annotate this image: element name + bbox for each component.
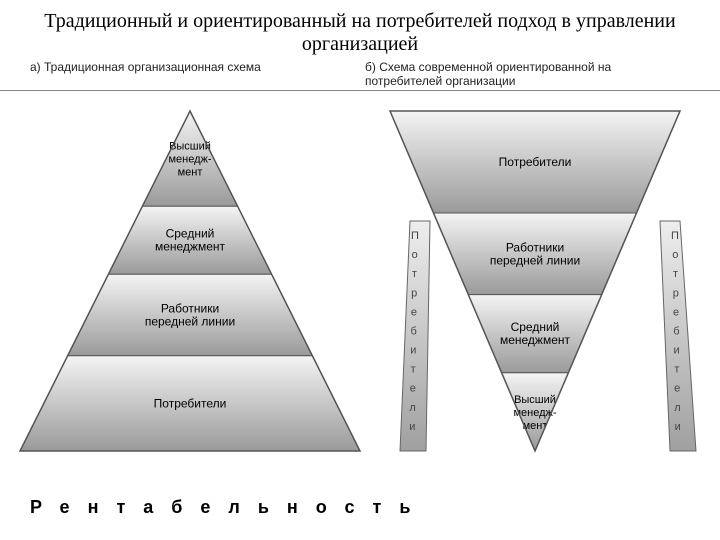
pyramid-a-level-1-label: Средний (166, 227, 215, 241)
pyramid-a-level-2-label: Работники (161, 302, 219, 316)
pyramid-a-level-0-label: менедж- (168, 154, 211, 166)
subtitle-row: а) Традиционная организационная схема б)… (0, 60, 720, 90)
diagram-area: Высшийменедж-ментСреднийменеджментРаботн… (0, 90, 720, 491)
diagram-svg: Высшийменедж-ментСреднийменеджментРаботн… (0, 91, 720, 491)
side-bar-right-char-6: и (674, 345, 683, 357)
side-bar-right-char-5: б (673, 325, 682, 337)
subtitle-b: б) Схема современной ориентированной на … (355, 60, 690, 88)
side-bar-left-char-8: е (410, 383, 419, 395)
side-bar-right-char-10: и (675, 421, 684, 433)
side-bar-left-char-1: о (412, 249, 421, 261)
side-bar-right-char-7: т (674, 364, 682, 376)
pyramid-b-level-3-label: Высший (514, 394, 556, 406)
footer-text: Рентабельность (0, 491, 720, 518)
pyramid-a-level-0-label: Высший (169, 141, 211, 153)
side-bar-right-char-4: е (673, 306, 682, 318)
side-bar-right-char-3: р (673, 287, 682, 299)
subtitle-a: а) Традиционная организационная схема (30, 60, 355, 88)
side-bar-left-char-4: е (411, 306, 420, 318)
pyramid-a-level-0-label: мент (178, 167, 203, 179)
side-bar-left-char-9: л (409, 402, 418, 414)
side-bar-right-char-9: л (674, 402, 683, 414)
side-bar-right-char-0: П (671, 230, 682, 242)
pyramid-a-level-1-label: менеджмент (155, 240, 226, 254)
pyramid-b-level-0-label: Потребители (499, 155, 572, 169)
pyramid-a-level-3-label: Потребители (154, 396, 227, 410)
side-bar-left-char-7: т (411, 364, 419, 376)
pyramid-b-level-1-label: передней линии (490, 253, 580, 267)
side-bar-right-char-8: е (674, 383, 683, 395)
side-bar-left-char-3: р (411, 287, 420, 299)
pyramid-b-level-2-label: Средний (511, 320, 560, 334)
side-bar-left-char-10: и (409, 421, 418, 433)
side-bar-right-char-2: т (673, 268, 681, 280)
side-bar-right-char-1: о (672, 249, 681, 261)
side-bar-left-char-5: б (410, 325, 419, 337)
side-bar-left-char-6: и (410, 345, 419, 357)
pyramid-b-level-2-label: менеджмент (500, 333, 571, 347)
pyramid-b-level-1-label: Работники (506, 240, 564, 254)
side-bar-left-char-2: т (412, 268, 420, 280)
pyramid-a-level-2-label: передней линии (145, 315, 235, 329)
main-title: Традиционный и ориентированный на потреб… (0, 0, 720, 60)
side-bar-left-char-0: П (411, 230, 422, 242)
